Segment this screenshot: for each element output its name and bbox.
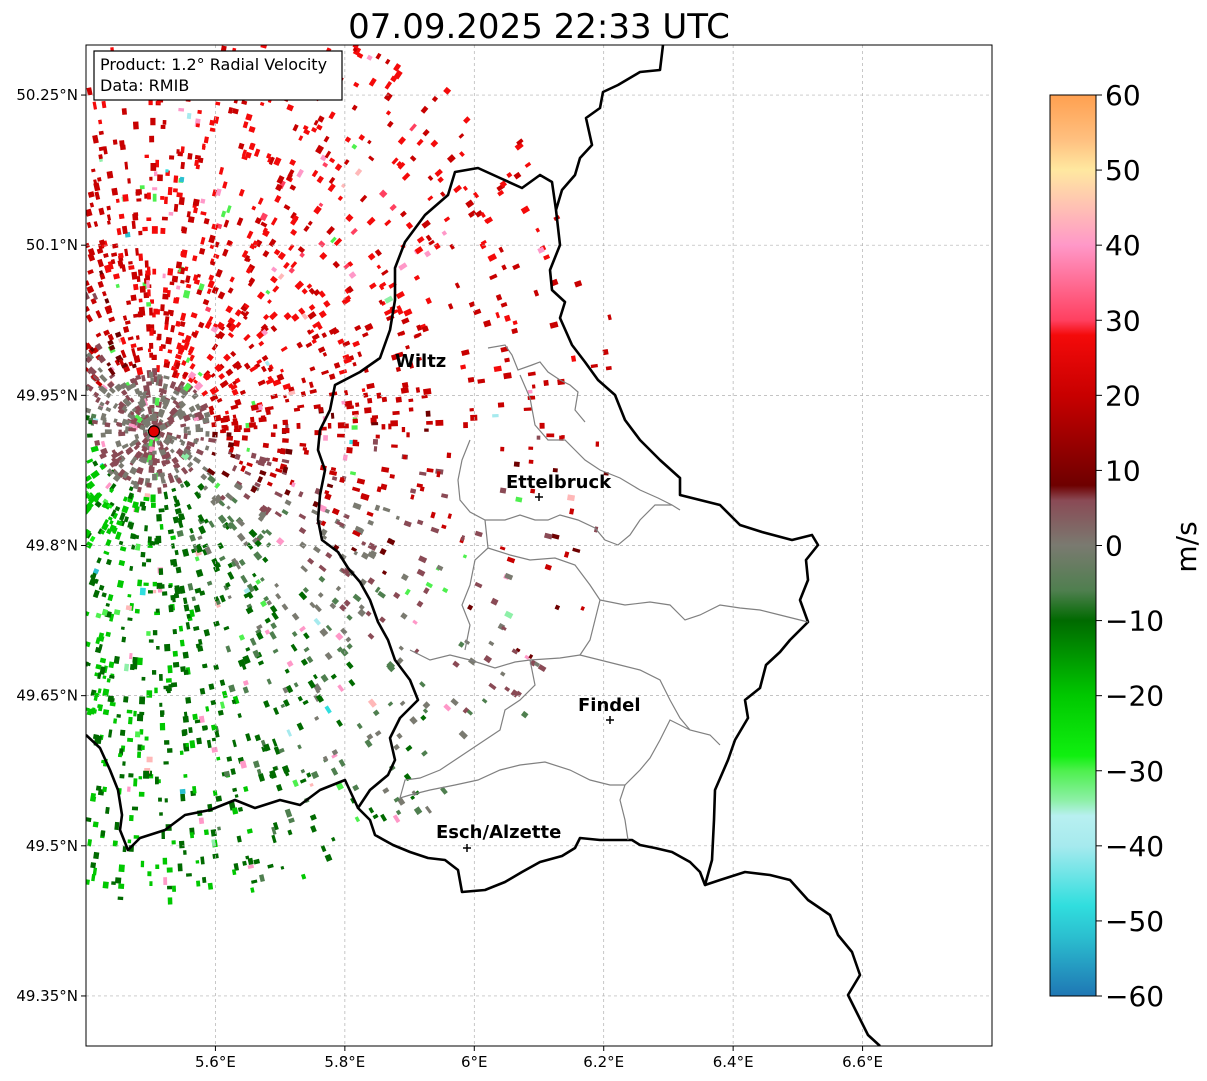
colorbar-ticks: 60 50 40 30 20 10 0 −10 −20 −30 −40 −50 −60 [1096, 79, 1164, 1013]
lon-tick-label: 6.6°E [842, 1053, 883, 1071]
colorbar-tick-label: −40 [1105, 830, 1164, 863]
city-label-ettelbruck: Ettelbruck [506, 472, 612, 493]
colorbar-ramp [1049, 94, 1097, 997]
colorbar-tick-label: −50 [1105, 905, 1164, 938]
colorbar-tick-label: −10 [1105, 605, 1164, 638]
lat-tick-label: 49.65°N [16, 687, 78, 705]
lat-tick-label: 50.1°N [26, 236, 78, 254]
radar-site-marker [147, 425, 161, 438]
lat-tick-label: 49.95°N [16, 386, 78, 404]
national-border-be-fr [86, 734, 360, 852]
lat-tick-label: 49.5°N [26, 837, 78, 855]
lon-tick-label: 5.8°E [324, 1053, 365, 1071]
colorbar-tick-label: −20 [1105, 680, 1164, 713]
lat-tick-label: 49.35°N [16, 987, 78, 1005]
colorbar-tick-label: −30 [1105, 755, 1164, 788]
colorbar-tick-label: −60 [1105, 980, 1164, 1013]
lon-tick-label: 6°E [461, 1053, 488, 1071]
map-title: 07.09.2025 22:33 UTC [348, 7, 730, 47]
colorbar-tick-label: 20 [1105, 379, 1141, 412]
borders [86, 45, 881, 1046]
colorbar-tick-label: 10 [1105, 454, 1141, 487]
city-label-wiltz: Wiltz [395, 351, 446, 372]
place-labels: Wiltz Ettelbruck Findel Esch/Alzette [395, 351, 641, 852]
lat-tick-label: 49.8°N [26, 537, 78, 555]
city-label-findel: Findel [578, 695, 641, 716]
lon-tick-label: 6.2°E [583, 1053, 624, 1071]
lon-tick-label: 6.4°E [713, 1053, 754, 1071]
colorbar-tick-label: 40 [1105, 229, 1141, 262]
colorbar-tick-label: 60 [1105, 79, 1141, 112]
lat-tick-label: 50.25°N [16, 86, 78, 104]
info-product: Product: 1.2° Radial Velocity [100, 55, 327, 74]
latitude-axis: 50.25°N 50.1°N 49.95°N 49.8°N 49.65°N 49.5°N 4… [16, 86, 86, 1005]
city-label-esch-alzette: Esch/Alzette [436, 822, 561, 843]
colorbar-tick-label: 50 [1105, 154, 1141, 187]
colorbar-label: m/s [1170, 521, 1203, 572]
city-marker-esch-alzette [463, 844, 471, 852]
city-marker-ettelbruck [535, 493, 543, 501]
longitude-axis: 5.6°E 5.8°E 6°E 6.2°E 6.4°E 6.6°E [195, 1046, 883, 1071]
city-marker-findel [606, 716, 614, 724]
colorbar: 60 50 40 30 20 10 0 −10 −20 −30 −40 −50 −60 m/s [1049, 79, 1203, 1013]
radar-echo-field [86, 45, 612, 905]
info-data-source: Data: RMIB [100, 76, 189, 95]
lon-tick-label: 5.6°E [195, 1053, 236, 1071]
canton-borders [399, 344, 809, 841]
info-box: Product: 1.2° Radial Velocity Data: RMIB [93, 50, 343, 101]
national-border-luxembourg [316, 45, 820, 894]
national-border-de-fr [704, 870, 881, 1046]
colorbar-tick-label: 30 [1105, 304, 1141, 337]
colorbar-tick-label: 0 [1105, 530, 1123, 563]
